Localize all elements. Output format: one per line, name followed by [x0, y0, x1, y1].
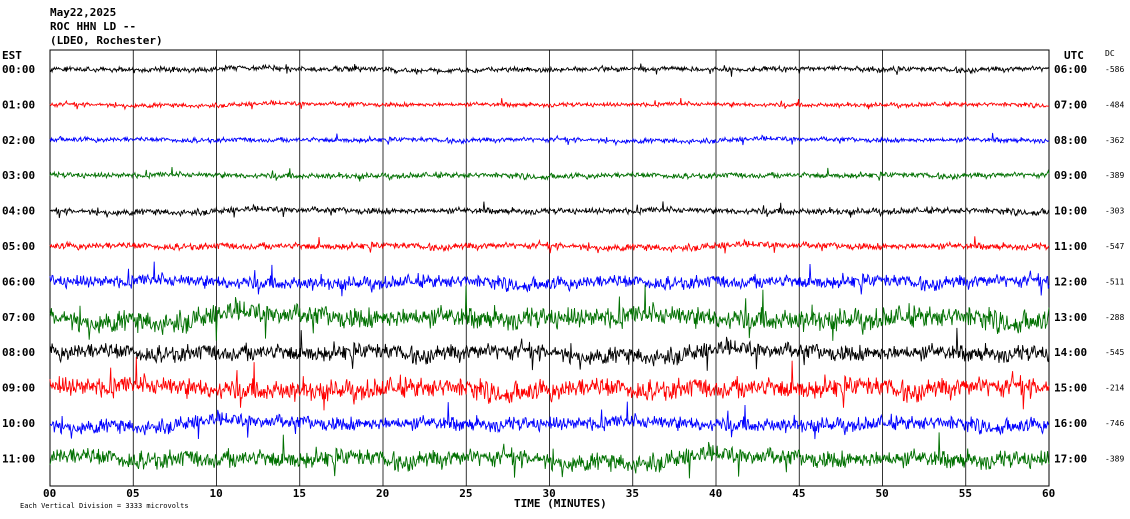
dc-value: -547 [1105, 242, 1124, 251]
dc-value: -288 [1105, 313, 1124, 322]
est-row-label: 01:00 [2, 98, 35, 111]
dc-value: -214 [1105, 384, 1124, 393]
scale-note: Each Vertical Division = 3333 microvolts [20, 502, 189, 510]
trace-line [49, 432, 1050, 479]
trace-line [49, 132, 1049, 147]
est-row-label: 08:00 [2, 346, 35, 359]
est-row-label: 05:00 [2, 240, 35, 253]
x-tick-label: 50 [876, 487, 889, 500]
station-location: (LDEO, Rochester) [50, 34, 163, 47]
est-row-label: 00:00 [2, 63, 35, 76]
est-row-label: 07:00 [2, 311, 35, 324]
trace-line [49, 63, 1050, 77]
est-row-label: 11:00 [2, 452, 35, 465]
x-tick-label: 05 [126, 487, 139, 500]
right-axis-label: UTC [1064, 49, 1084, 62]
x-tick-label: 10 [210, 487, 223, 500]
utc-row-label: 13:00 [1054, 311, 1087, 324]
utc-row-label: 07:00 [1054, 98, 1087, 111]
utc-row-label: 15:00 [1054, 382, 1087, 395]
x-tick-label: 25 [459, 487, 472, 500]
x-tick-label: 30 [543, 487, 556, 500]
utc-row-label: 06:00 [1054, 63, 1087, 76]
trace-line [49, 97, 1050, 111]
utc-row-label: 17:00 [1054, 452, 1087, 465]
chart-date: May22,2025 [50, 6, 116, 19]
x-tick-label: 60 [1042, 487, 1055, 500]
chart-grid [49, 49, 1050, 487]
trace-line [49, 284, 1050, 341]
dc-value: -511 [1105, 277, 1124, 286]
est-row-label: 06:00 [2, 275, 35, 288]
utc-row-label: 14:00 [1054, 346, 1087, 359]
utc-row-label: 10:00 [1054, 205, 1087, 218]
trace-line [49, 261, 1050, 297]
dc-value: -545 [1105, 348, 1124, 357]
dc-value: -362 [1105, 136, 1124, 145]
dc-value: -746 [1105, 419, 1124, 428]
utc-row-label: 11:00 [1054, 240, 1087, 253]
x-tick-label: 35 [626, 487, 639, 500]
trace-line [49, 327, 1050, 371]
dc-value: -389 [1105, 171, 1124, 180]
x-tick-label: 40 [709, 487, 722, 500]
x-axis-label: TIME (MINUTES) [514, 497, 607, 510]
est-row-label: 02:00 [2, 134, 35, 147]
x-tick-label: 00 [43, 487, 56, 500]
x-tick-label: 45 [792, 487, 805, 500]
dc-value: -484 [1105, 100, 1124, 109]
utc-row-label: 08:00 [1054, 134, 1087, 147]
left-axis-label: EST [2, 49, 22, 62]
x-tick-label: 20 [376, 487, 389, 500]
est-row-label: 09:00 [2, 382, 35, 395]
trace-line [49, 236, 1050, 254]
dc-value: -389 [1105, 454, 1124, 463]
chart-labels: 00 05 10 15 20 25 30 35 40 45 50 55 60 00:00 06:00 -586… [2, 63, 1124, 500]
utc-row-label: 16:00 [1054, 417, 1087, 430]
x-tick-label: 55 [959, 487, 972, 500]
est-row-label: 04:00 [2, 205, 35, 218]
dc-value: -303 [1105, 207, 1124, 216]
dc-label: DC [1105, 49, 1115, 58]
trace-line [49, 166, 1050, 182]
trace-line [49, 356, 1050, 411]
seismic-traces [49, 63, 1050, 479]
utc-row-label: 09:00 [1054, 169, 1087, 182]
trace-line [49, 401, 1050, 440]
station-code: ROC HHN LD -- [50, 20, 136, 33]
dc-value: -586 [1105, 65, 1124, 74]
est-row-label: 10:00 [2, 417, 35, 430]
utc-row-label: 12:00 [1054, 275, 1087, 288]
est-row-label: 03:00 [2, 169, 35, 182]
x-tick-label: 15 [293, 487, 306, 500]
trace-line [49, 201, 1050, 219]
